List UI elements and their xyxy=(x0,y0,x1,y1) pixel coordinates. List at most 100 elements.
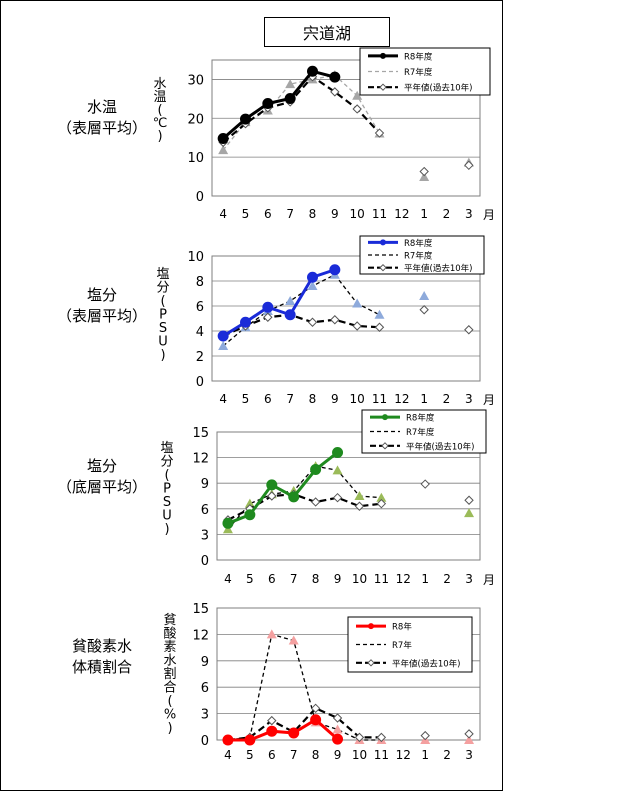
legend-label: 平年値(過去10年) xyxy=(406,441,474,452)
x-tick-label: 5 xyxy=(242,207,250,221)
x-tick-label: 1 xyxy=(421,748,429,762)
y-axis-label: 塩 xyxy=(160,441,173,456)
legend-marker xyxy=(380,239,386,246)
data-point xyxy=(332,713,343,723)
x-tick-label: 2 xyxy=(443,392,451,406)
y-axis-label: 合 xyxy=(163,681,176,696)
series-line xyxy=(227,465,382,530)
y-axis-label: 割 xyxy=(163,666,176,682)
data-point xyxy=(307,271,318,283)
series-r8 xyxy=(222,446,344,529)
y-axis-label: 温 xyxy=(153,90,166,105)
data-point xyxy=(284,92,296,104)
data-point xyxy=(262,98,274,110)
data-point xyxy=(330,315,340,325)
data-point xyxy=(266,725,278,737)
legend-marker xyxy=(368,623,374,630)
data-point xyxy=(329,264,341,276)
data-point xyxy=(376,732,387,743)
x-tick-label: 3 xyxy=(465,748,473,762)
y-tick-label: 9 xyxy=(201,655,209,670)
x-tick-label: 1 xyxy=(420,207,428,221)
legend-marker xyxy=(380,52,386,59)
data-point xyxy=(332,465,343,475)
legend-label: R8年度 xyxy=(404,238,433,249)
x-tick-label: 12 xyxy=(396,572,411,586)
x-tick-label: 7 xyxy=(286,207,294,221)
x-tick-label: 5 xyxy=(242,392,250,406)
y-axis-label: ( xyxy=(160,294,165,309)
data-point xyxy=(263,312,273,322)
data-point xyxy=(288,635,299,645)
series-avg xyxy=(223,479,474,525)
x-tick-label: 12 xyxy=(394,392,409,406)
data-point xyxy=(332,492,343,503)
data-point xyxy=(240,113,251,125)
data-point xyxy=(310,497,321,507)
y-tick-label: 0 xyxy=(196,375,204,390)
data-point xyxy=(420,730,430,741)
legend-marker xyxy=(379,263,387,272)
y-axis-label: ( xyxy=(157,103,162,118)
data-point xyxy=(352,90,363,100)
row-label-surface-salinity: 塩分 （表層平均） xyxy=(37,285,167,327)
y-tick-label: 10 xyxy=(187,151,204,166)
x-tick-label: 9 xyxy=(334,572,342,586)
data-point xyxy=(464,729,474,739)
data-point xyxy=(376,498,387,509)
data-point xyxy=(354,732,365,743)
row-label-line: （表層平均） xyxy=(56,307,147,325)
data-point xyxy=(288,727,300,739)
x-tick-label: 8 xyxy=(312,572,320,586)
row-label-line: （表層平均） xyxy=(56,119,147,137)
legend-label: R7年度 xyxy=(404,67,433,78)
data-point xyxy=(217,330,229,342)
y-tick-label: 6 xyxy=(196,300,204,315)
x-tick-label: 1 xyxy=(420,392,428,406)
y-axis-label: P xyxy=(163,482,171,497)
series-r7 xyxy=(222,629,475,744)
series-line xyxy=(227,706,382,742)
x-tick-label: 4 xyxy=(219,207,227,221)
y-tick-label: 20 xyxy=(187,112,204,127)
y-axis-label: 水 xyxy=(163,654,176,669)
data-point xyxy=(267,491,277,501)
y-axis-label: S xyxy=(159,321,167,336)
data-point xyxy=(464,495,474,505)
y-axis-label: 貧 xyxy=(163,613,176,628)
data-point xyxy=(244,734,256,746)
data-point xyxy=(464,160,474,171)
x-tick-label: 8 xyxy=(309,207,317,221)
x-tick-label: 10 xyxy=(352,572,367,586)
data-point xyxy=(262,301,274,313)
x-tick-label: 12 xyxy=(394,207,409,221)
y-axis-label: ) xyxy=(160,348,165,363)
data-point xyxy=(218,145,229,155)
data-point xyxy=(266,479,278,491)
x-tick-label: 9 xyxy=(331,207,339,221)
legend-marker xyxy=(382,414,388,421)
x-tick-label: 8 xyxy=(312,748,320,762)
y-tick-label: 0 xyxy=(201,554,209,569)
y-axis-label: ) xyxy=(164,522,169,537)
x-tick-label: 4 xyxy=(224,748,232,762)
y-axis-label: U xyxy=(158,335,168,350)
data-point xyxy=(354,491,365,500)
data-point xyxy=(352,298,363,308)
x-tick-label: 6 xyxy=(268,572,276,586)
x-tick-label: 7 xyxy=(290,748,298,762)
x-tick-label: 11 xyxy=(374,748,389,762)
legend-label: R7年 xyxy=(392,640,412,651)
y-tick-label: 6 xyxy=(201,503,209,518)
x-tick-label: 9 xyxy=(331,392,339,406)
legend-label: R8年度 xyxy=(406,413,435,424)
x-unit-label: 月 xyxy=(483,208,495,222)
y-axis-label: ) xyxy=(157,129,162,144)
legend-label: 平年値(過去10年) xyxy=(392,658,460,669)
x-tick-label: 11 xyxy=(374,572,389,586)
y-axis-label: ( xyxy=(167,694,172,709)
series-r8 xyxy=(222,714,344,746)
